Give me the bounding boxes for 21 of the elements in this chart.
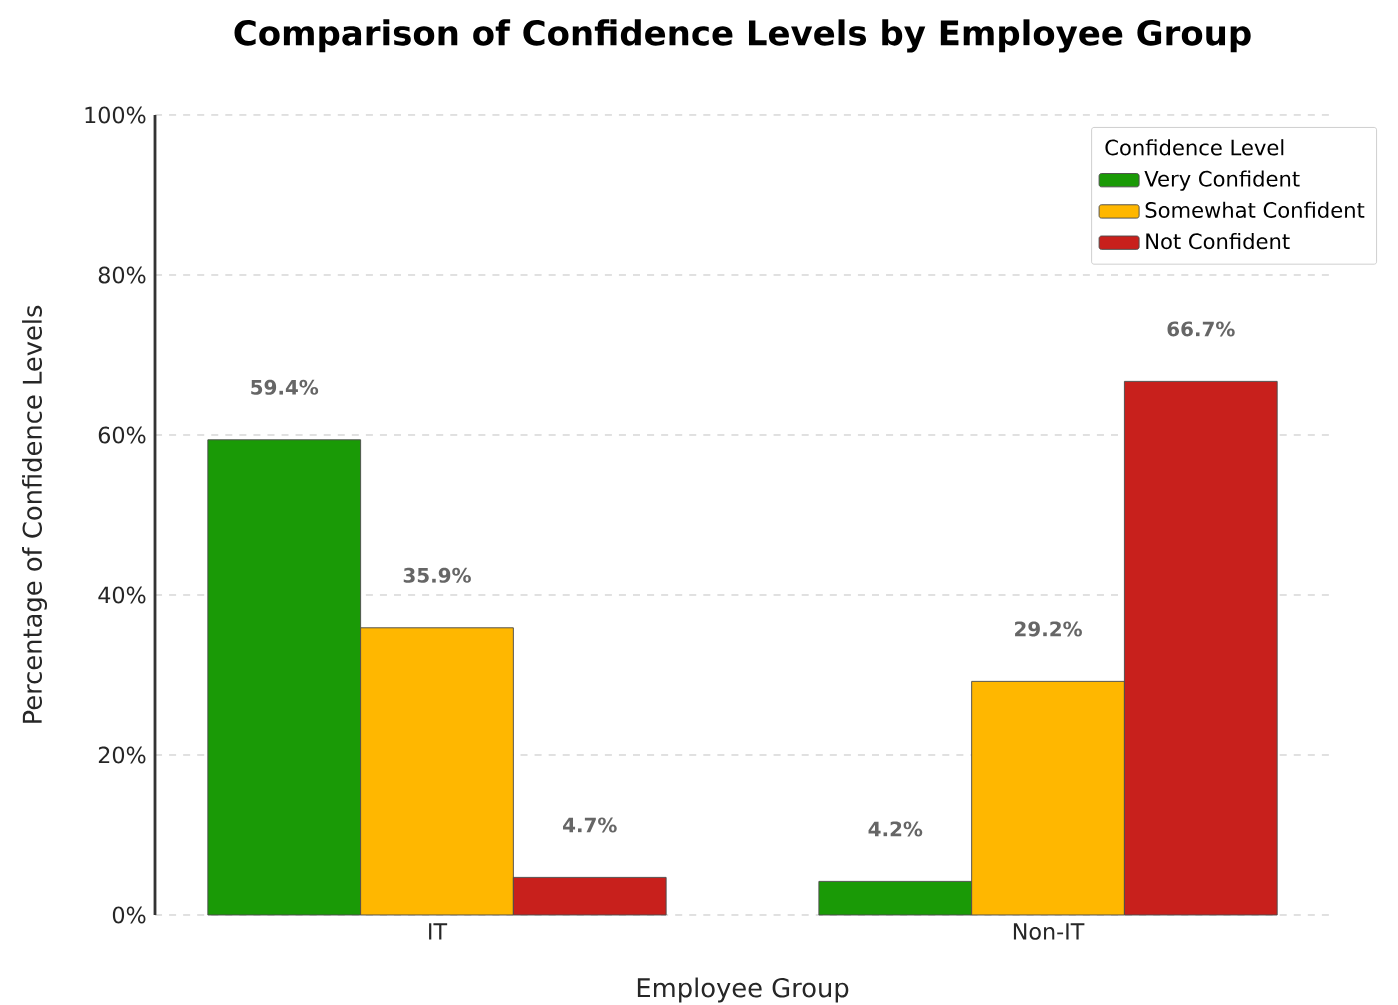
x-axis-title: Employee Group [637, 977, 849, 1003]
data-label: 4.7% [563, 817, 617, 833]
data-label: 66.7% [1167, 321, 1235, 337]
y-tick-label: 80% [98, 266, 146, 284]
y-tick-label: 60% [98, 426, 146, 444]
data-label: 29.2% [1015, 621, 1082, 637]
data-label: 35.9% [403, 567, 471, 583]
y-tick-label: 20% [98, 746, 146, 764]
legend-label: Not Confident [1146, 232, 1290, 250]
y-tick-label: 100% [85, 106, 146, 124]
legend-title: Confidence Level [1105, 139, 1284, 156]
chart-title: Comparison of Confidence Levels by Employee Group [234, 19, 1251, 53]
legend-label: Very Confident [1144, 170, 1300, 191]
data-label: 4.2% [868, 821, 923, 837]
legend-label: Somewhat Confident [1145, 201, 1365, 218]
data-label: 59.4% [251, 379, 319, 395]
y-axis-title: Percentage of Confidence Levels [22, 305, 47, 723]
x-tick-label: IT [429, 923, 448, 940]
x-tick-label: Non-IT [1013, 923, 1085, 940]
y-tick-label: 0% [112, 906, 146, 924]
y-tick-label: 40% [98, 586, 146, 604]
